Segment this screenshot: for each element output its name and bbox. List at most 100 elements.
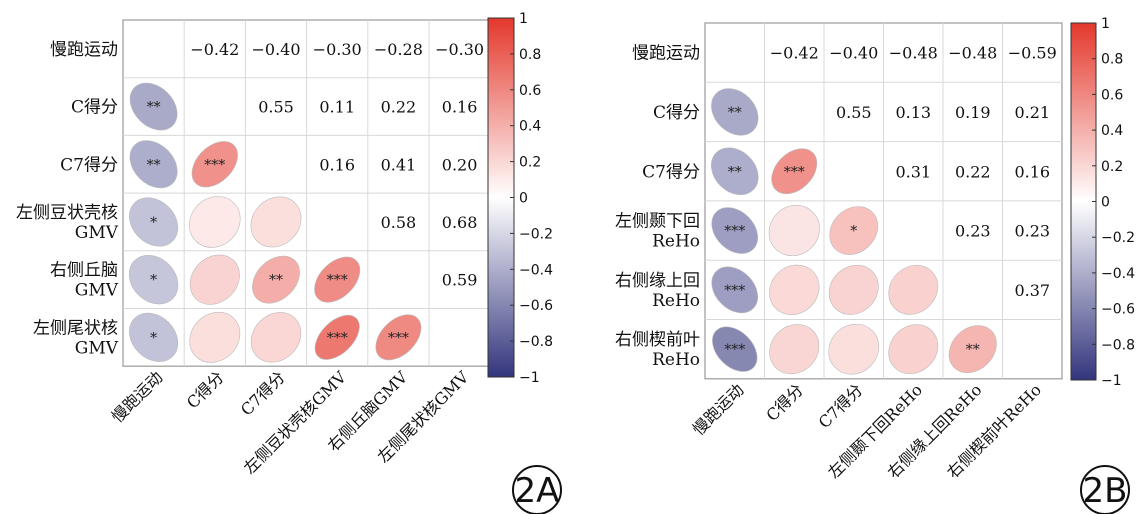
significance-stars: **	[966, 342, 980, 358]
coefficient-label: −0.48	[889, 44, 938, 63]
correlation-ellipse	[828, 264, 879, 315]
column-label: C7得分	[237, 368, 289, 420]
correlation-ellipse	[189, 196, 241, 248]
correlation-ellipse	[129, 82, 178, 131]
colorbar-tick-label: 0.2	[1101, 159, 1123, 175]
significance-stars: ***	[327, 273, 348, 289]
column-label: 慢跑运动	[108, 368, 167, 427]
coefficient-label: −0.28	[374, 40, 423, 59]
coefficient-label: 0.68	[442, 213, 478, 232]
row-label: GMV	[75, 338, 119, 358]
colorbar-tick-label: 0.4	[519, 119, 541, 135]
colorbar-tick-label: −0.2	[1101, 230, 1135, 246]
coefficient-label: 0.16	[1014, 162, 1050, 181]
coefficient-label: 0.20	[442, 155, 478, 174]
column-label: C7得分	[815, 380, 867, 432]
correlation-ellipse	[768, 205, 820, 257]
correlation-ellipse	[771, 148, 818, 195]
colorbar-tick-label: −1	[1101, 373, 1122, 389]
correlation-ellipse	[948, 325, 997, 374]
coefficient-label: 0.23	[1014, 222, 1050, 241]
coefficient-label: −0.42	[770, 44, 819, 63]
correlation-ellipse	[129, 312, 179, 362]
significance-stars: *	[150, 273, 157, 289]
row-label: ReHo	[652, 291, 700, 311]
panel-label: 2A	[515, 471, 560, 511]
row-label: C7得分	[60, 155, 118, 175]
correlation-ellipse	[829, 206, 879, 255]
panel-label-circle	[512, 465, 562, 514]
correlation-ellipse	[711, 147, 759, 195]
significance-stars: **	[728, 164, 742, 180]
coefficient-label: −0.59	[1008, 44, 1057, 63]
correlation-ellipse	[129, 140, 178, 189]
row-label: C得分	[653, 103, 700, 123]
significance-stars: **	[728, 105, 742, 121]
colorbar	[487, 17, 515, 378]
panel-label-circle	[1080, 465, 1130, 514]
row-label: 右侧丘脑	[50, 261, 118, 281]
significance-stars: **	[147, 157, 161, 173]
colorbar	[1070, 22, 1097, 381]
colorbar-tick-label: −0.2	[519, 226, 553, 242]
column-label: C得分	[183, 368, 228, 413]
colorbar-tick-label: 0.6	[1101, 87, 1123, 103]
row-label: C得分	[71, 98, 118, 118]
coefficient-label: 0.31	[895, 162, 931, 181]
coefficient-label: −0.48	[948, 44, 997, 63]
colorbar-tick-label: 0.4	[1101, 123, 1123, 139]
row-label: 慢跑运动	[50, 39, 118, 60]
correlation-ellipse	[314, 256, 361, 303]
correlation-ellipse	[314, 314, 360, 360]
row-label: 左侧豆状壳核	[16, 203, 118, 223]
colorbar-tick-label: −0.4	[519, 262, 553, 278]
correlation-ellipse	[375, 314, 422, 361]
significance-stars: ***	[724, 283, 745, 299]
correlation-ellipse	[250, 312, 302, 363]
row-label: C7得分	[642, 162, 700, 182]
coefficient-label: −0.30	[313, 40, 362, 59]
correlation-ellipse	[252, 255, 300, 304]
significance-stars: ***	[204, 157, 225, 173]
significance-stars: ***	[327, 330, 348, 346]
correlation-ellipse	[191, 141, 238, 188]
row-label: ReHo	[652, 350, 700, 370]
coefficient-label: −0.40	[251, 40, 300, 59]
coefficient-label: −0.30	[435, 40, 484, 59]
colorbar-tick-label: −1	[519, 370, 540, 386]
column-label: C得分	[762, 380, 807, 425]
column-label: 慢跑运动	[689, 380, 748, 439]
correlation-ellipse	[769, 324, 820, 375]
correlation-ellipse	[828, 323, 880, 375]
coefficient-label: −0.42	[190, 40, 239, 59]
colorbar-tick-label: −0.6	[1101, 302, 1135, 318]
correlation-ellipse	[888, 324, 939, 374]
coefficient-label: 0.16	[442, 98, 478, 117]
correlation-ellipse	[189, 311, 241, 363]
row-label: 右侧缘上回	[615, 271, 700, 291]
significance-stars: ***	[388, 330, 409, 346]
column-label: 左侧豆状壳核GMV	[240, 367, 350, 477]
colorbar-tick-label: 1	[1101, 16, 1110, 32]
correlation-ellipse	[711, 207, 759, 254]
coefficient-label: 0.23	[955, 222, 991, 241]
colorbar-tick-label: 0.8	[1101, 52, 1123, 68]
significance-stars: ***	[724, 342, 745, 358]
significance-stars: ***	[784, 164, 805, 180]
coefficient-label: −0.40	[829, 44, 878, 63]
significance-stars: ***	[724, 224, 745, 240]
colorbar-tick-label: 0.6	[519, 83, 541, 99]
colorbar-tick-label: 0	[519, 191, 528, 207]
correlation-ellipse	[711, 266, 759, 314]
row-label: ReHo	[652, 232, 700, 252]
correlation-ellipse	[711, 88, 759, 136]
coefficient-label: 0.55	[258, 98, 294, 117]
correlation-panel-2b: −0.42 −0.40 −0.48 −0.48 −0.59** 0.55 0.13 0.19 0…	[615, 16, 1135, 514]
coefficient-label: 0.55	[836, 103, 872, 122]
significance-stars: **	[147, 100, 161, 116]
correlation-ellipse	[712, 326, 758, 372]
coefficient-label: 0.58	[381, 213, 417, 232]
correlation-ellipse	[888, 265, 939, 315]
colorbar-tick-label: −0.8	[519, 334, 553, 350]
colorbar-tick-label: −0.8	[1101, 337, 1135, 353]
